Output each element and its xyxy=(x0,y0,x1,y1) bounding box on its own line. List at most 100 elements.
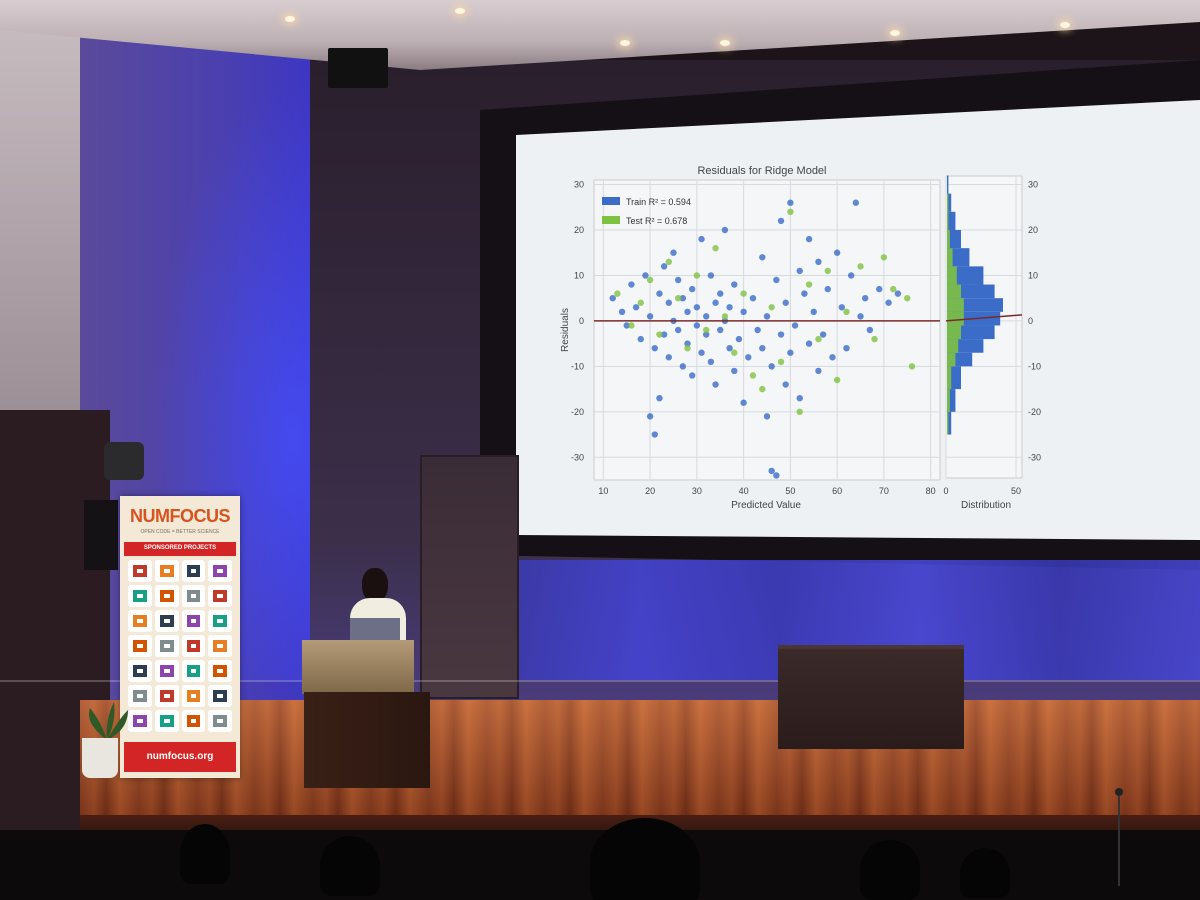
histogram-y-tick-label: -10 xyxy=(1028,361,1041,371)
train-point xyxy=(637,335,644,343)
test-point xyxy=(904,294,911,302)
project-logo-icon xyxy=(128,585,152,607)
banner-header-strip xyxy=(124,542,236,556)
plant-pot xyxy=(82,738,118,778)
y-tick-label: -20 xyxy=(571,407,584,417)
test-point xyxy=(908,363,916,370)
histogram-test-bar xyxy=(947,311,964,326)
ceiling-light xyxy=(890,30,900,36)
glass-railing xyxy=(0,680,1200,682)
train-point xyxy=(894,290,902,297)
ceiling-speaker xyxy=(328,48,388,88)
test-point xyxy=(857,263,864,270)
y-tick-label: 0 xyxy=(579,316,584,326)
train-point xyxy=(847,272,855,279)
test-point xyxy=(703,326,710,334)
test-point xyxy=(805,281,813,288)
audience-head xyxy=(860,840,920,900)
train-point xyxy=(773,472,780,479)
test-point xyxy=(731,349,738,356)
test-point xyxy=(768,304,775,311)
potted-plant xyxy=(84,700,130,740)
train-point xyxy=(651,431,658,438)
train-point xyxy=(656,394,663,402)
histogram-y-tick-label: 0 xyxy=(1028,316,1033,326)
project-logo-icon xyxy=(181,610,206,632)
test-point xyxy=(674,294,682,302)
train-point xyxy=(712,381,719,388)
legend-test-label: Test R² = 0.678 xyxy=(626,216,687,226)
train-point xyxy=(623,322,630,329)
banner-header: SPONSORED PROJECTS xyxy=(143,545,217,551)
histogram-right-tick-labels: 30 20 10 0 -10 -20 -30 xyxy=(1028,180,1041,463)
ceiling-light xyxy=(285,16,295,22)
project-logo-icon xyxy=(208,560,232,582)
histogram-test-bar xyxy=(947,211,949,230)
test-point xyxy=(833,376,841,384)
podium xyxy=(304,692,430,788)
banner-url: numfocus.org xyxy=(146,751,214,762)
train-point xyxy=(787,349,794,356)
train-point xyxy=(876,285,883,293)
test-point xyxy=(665,258,673,266)
train-point xyxy=(829,354,836,361)
train-point xyxy=(777,331,785,338)
train-point xyxy=(698,349,705,356)
train-point xyxy=(712,299,719,306)
train-point xyxy=(796,394,803,402)
residuals-chart: Residuals for Ridge Model 30 20 10 0 -10 -20 -… xyxy=(560,165,1041,511)
train-point xyxy=(866,326,874,334)
x-tick-label: 70 xyxy=(879,486,889,496)
train-point xyxy=(824,285,831,293)
train-point xyxy=(628,281,635,288)
test-point xyxy=(777,358,785,366)
train-point xyxy=(735,335,743,343)
test-points xyxy=(614,208,916,416)
histogram-y-tick-label: -30 xyxy=(1028,452,1041,462)
histogram-y-tick-label: 30 xyxy=(1028,180,1038,190)
project-logo-icon xyxy=(181,660,206,682)
train-point xyxy=(885,299,892,306)
histogram-train-bar xyxy=(947,411,952,435)
train-point xyxy=(609,294,616,302)
project-logo-icon xyxy=(128,685,152,707)
train-point xyxy=(810,308,817,316)
train-point xyxy=(717,326,724,334)
train-point xyxy=(815,258,822,266)
stage-floor-shine xyxy=(80,700,1200,820)
train-point xyxy=(642,272,649,279)
project-logo-icon xyxy=(154,685,179,707)
project-logo-icon xyxy=(128,660,152,682)
train-point xyxy=(665,354,673,361)
train-point xyxy=(819,331,827,338)
test-point xyxy=(684,344,691,352)
test-point xyxy=(871,335,878,343)
train-point xyxy=(782,299,789,306)
stage-table xyxy=(778,645,964,749)
train-point xyxy=(843,344,850,352)
project-logo-icon xyxy=(208,660,232,682)
y-tick-label: 20 xyxy=(574,225,584,235)
test-point xyxy=(721,313,729,320)
histogram-x-tick-label: 0 xyxy=(943,486,948,496)
train-point xyxy=(703,313,710,320)
histogram-test-bar xyxy=(947,284,961,299)
train-point xyxy=(726,344,733,352)
histogram-y-tick-label: 10 xyxy=(1028,270,1038,280)
project-logo-icon xyxy=(154,610,179,632)
numfocus-logo: NUMFOCUS xyxy=(130,506,231,526)
audience-head xyxy=(180,824,230,884)
left-wall xyxy=(0,0,95,420)
train-point xyxy=(796,267,803,275)
train-point xyxy=(768,467,775,475)
histogram-test-bar xyxy=(947,339,959,353)
banner-footer-strip xyxy=(124,742,236,772)
microphone-stand xyxy=(1118,796,1120,886)
x-tick-label: 50 xyxy=(785,486,795,496)
train-point xyxy=(646,413,654,420)
project-logo-icon xyxy=(181,560,206,582)
sponsored-project-logos xyxy=(128,560,232,740)
project-logo-icon xyxy=(181,635,206,657)
train-point xyxy=(815,367,822,375)
